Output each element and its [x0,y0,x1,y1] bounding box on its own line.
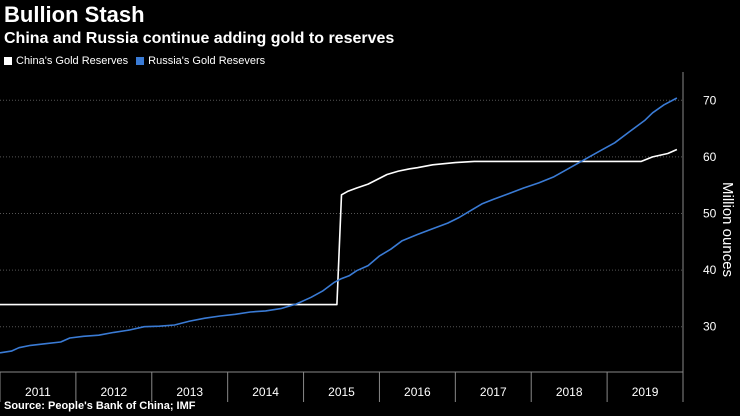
legend-label-china: China's Gold Reserves [16,55,129,67]
y-axis-label: Million ounces [719,182,736,277]
chart-subtitle: China and Russia continue adding gold to… [4,30,395,47]
x-tick-label: 2016 [404,385,431,399]
source-note: Source: People's Bank of China; IMF [4,400,196,412]
series-line-russia [0,97,678,354]
x-tick-label: 2017 [480,385,507,399]
x-tick-label: 2012 [100,385,127,399]
x-tick-label: 2018 [556,385,583,399]
y-tick-label: 40 [703,263,717,277]
y-tick-label: 70 [703,93,717,107]
legend-item-china: China's Gold Reserves [4,55,128,67]
x-tick-label: 2013 [176,385,203,399]
legend-swatch-russia [136,57,145,65]
chart-title: Bullion Stash [4,2,145,27]
series-line-china [0,148,678,306]
x-tick-label: 2015 [328,385,355,399]
y-tick-label: 50 [703,207,717,221]
legend-label-russia: Russia's Gold Resevers [148,55,266,67]
legend-swatch-china [4,57,12,65]
x-tick-label: 2014 [252,385,279,399]
y-tick-label: 60 [703,150,717,164]
x-tick-label: 2019 [632,385,659,399]
x-tick-label: 2011 [25,385,51,399]
legend: China's Gold Reserves Russia's Gold Rese… [4,55,265,67]
legend-item-russia: Russia's Gold Resevers [136,55,265,67]
y-tick-label: 30 [703,320,717,334]
